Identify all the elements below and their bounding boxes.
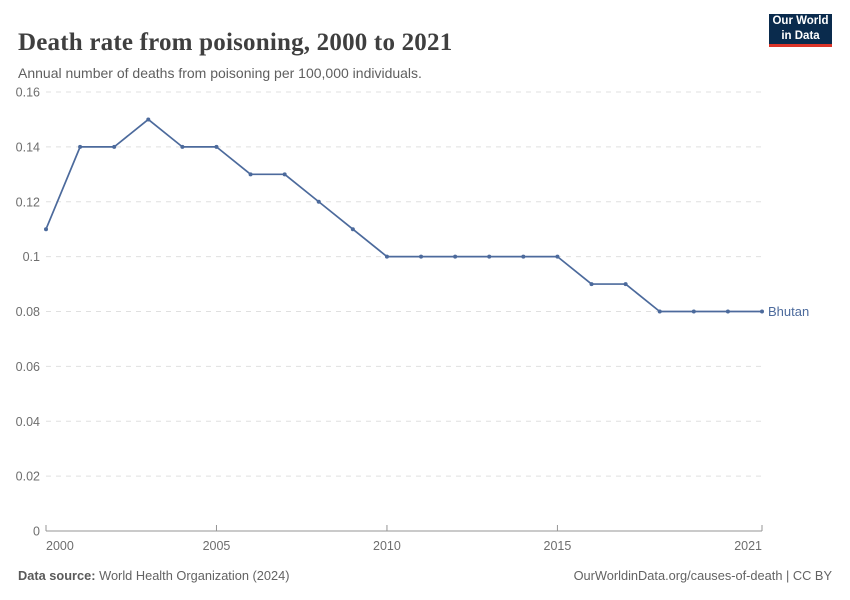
series-line-bhutan[interactable] <box>45 118 763 313</box>
data-point-2008[interactable] <box>316 199 321 204</box>
x-axis-tick-label: 2005 <box>203 539 231 553</box>
y-axis-tick-label: 0.12 <box>16 195 40 209</box>
owid-logo[interactable]: Our World in Data <box>769 14 832 47</box>
chart-footer: Data source: World Health Organization (… <box>18 568 832 583</box>
data-point-2002[interactable] <box>112 144 117 149</box>
y-axis-tick-label: 0.16 <box>16 86 40 100</box>
page-title: Death rate from poisoning, 2000 to 2021 <box>18 28 453 56</box>
credit-link[interactable]: OurWorldinData.org/causes-of-death | CC … <box>573 568 832 583</box>
data-point-2007[interactable] <box>282 172 287 177</box>
data-point-2010[interactable] <box>384 254 389 259</box>
data-point-2018[interactable] <box>657 309 662 314</box>
data-point-2009[interactable] <box>350 227 355 232</box>
y-axis-tick-label: 0 <box>33 525 40 539</box>
y-axis-tick-label: 0.06 <box>16 360 40 374</box>
data-point-2011[interactable] <box>419 254 424 259</box>
x-axis-tick-label: 2021 <box>734 539 762 553</box>
data-point-2021[interactable] <box>760 309 764 314</box>
data-source-text: World Health Organization (2024) <box>99 568 290 583</box>
data-point-2006[interactable] <box>248 172 253 177</box>
data-point-2014[interactable] <box>521 254 526 259</box>
data-source-label: Data source: <box>18 568 96 583</box>
data-point-2001[interactable] <box>78 144 83 149</box>
page-subtitle: Annual number of deaths from poisoning p… <box>18 65 422 81</box>
owid-logo-line2: in Data <box>781 30 820 42</box>
data-point-2012[interactable] <box>453 254 458 259</box>
data-point-2016[interactable] <box>589 282 594 287</box>
data-point-2017[interactable] <box>623 282 628 287</box>
data-point-2005[interactable] <box>214 144 219 149</box>
data-point-2003[interactable] <box>146 117 151 122</box>
data-point-2004[interactable] <box>180 144 185 149</box>
owid-logo-line1: Our World <box>772 15 829 28</box>
y-axis-tick-label: 0.08 <box>16 305 40 319</box>
x-axis-tick-label: 2015 <box>544 539 572 553</box>
x-axis-tick-label: 2010 <box>373 539 401 553</box>
series-label-bhutan[interactable]: Bhutan <box>768 304 809 319</box>
y-axis-tick-label: 0.1 <box>23 250 40 264</box>
y-axis-tick-label: 0.04 <box>16 415 40 429</box>
data-point-2015[interactable] <box>555 254 560 259</box>
data-point-2000[interactable] <box>44 227 48 232</box>
x-axis-tick-label: 2000 <box>46 539 74 553</box>
data-source: Data source: World Health Organization (… <box>18 568 290 583</box>
y-axis-tick-label: 0.14 <box>16 140 40 154</box>
y-axis-tick-label: 0.02 <box>16 470 40 484</box>
data-point-2019[interactable] <box>691 309 696 314</box>
data-point-2020[interactable] <box>725 309 730 314</box>
data-point-2013[interactable] <box>487 254 492 259</box>
